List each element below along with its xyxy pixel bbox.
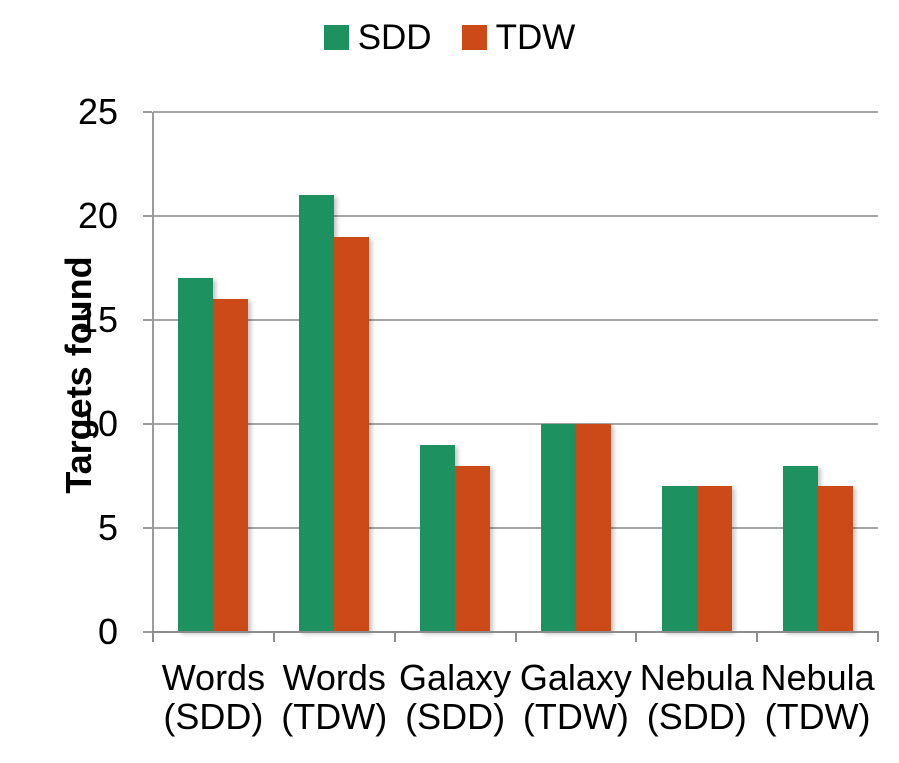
y-axis-tick-label: 20 xyxy=(77,195,118,236)
bar-tdw-3 xyxy=(455,465,491,632)
x-axis-tick xyxy=(877,632,879,642)
legend-swatch-icon xyxy=(323,25,349,50)
y-axis-tick-label: 15 xyxy=(77,299,118,340)
plot-area xyxy=(143,111,879,642)
bar-sdd-6 xyxy=(782,465,818,632)
x-axis-tick xyxy=(393,632,396,642)
bar-sdd-5 xyxy=(661,486,697,632)
y-axis-tick xyxy=(143,527,152,529)
bar-tdw-5 xyxy=(696,486,732,632)
x-axis-tick xyxy=(152,632,154,642)
y-axis-tick xyxy=(143,215,152,217)
y-axis-tick-label: 5 xyxy=(97,507,118,548)
legend-swatch-icon xyxy=(461,25,487,50)
legend-label: TDW xyxy=(495,18,576,57)
y-axis-title: Targets found xyxy=(58,256,99,494)
bar-tdw-2 xyxy=(334,236,370,632)
y-axis-tick-label: 0 xyxy=(97,611,118,652)
y-axis-tick xyxy=(143,319,152,321)
y-axis-tick-label: 10 xyxy=(77,403,118,444)
gridline xyxy=(153,319,878,321)
legend-item-tdw: TDW xyxy=(461,18,576,57)
bar-tdw-1 xyxy=(213,299,249,632)
x-axis-tick xyxy=(272,632,275,642)
x-axis-category-label: Galaxy (SDD) xyxy=(399,657,512,737)
x-axis-tick xyxy=(635,632,638,642)
y-axis-line xyxy=(152,112,154,634)
bar-tdw-6 xyxy=(817,486,853,632)
gridline xyxy=(153,111,878,113)
legend: SDD TDW xyxy=(0,20,899,55)
x-axis-category-label: Nebula (TDW) xyxy=(760,657,875,737)
bar-sdd-1 xyxy=(178,278,214,632)
gridline xyxy=(153,215,878,217)
bar-sdd-4 xyxy=(540,424,576,632)
x-axis-tick xyxy=(756,632,759,642)
gridline xyxy=(153,527,878,529)
y-axis-tick xyxy=(143,111,152,113)
x-axis-category-label: Nebula (SDD) xyxy=(639,657,754,737)
x-axis-category-label: Galaxy (TDW) xyxy=(519,657,632,737)
x-axis-category-label: Words (SDD) xyxy=(161,657,266,737)
y-axis-tick xyxy=(143,423,152,425)
x-axis-tick xyxy=(514,632,517,642)
y-axis-tick-label: 25 xyxy=(77,91,118,132)
legend-item-sdd: SDD xyxy=(323,18,432,57)
bar-sdd-2 xyxy=(299,195,335,632)
y-axis-tick xyxy=(143,631,152,633)
gridline xyxy=(153,423,878,425)
bar-tdw-4 xyxy=(575,424,611,632)
bar-sdd-3 xyxy=(420,444,456,632)
legend-label: SDD xyxy=(357,18,432,57)
x-axis-category-label: Words (TDW) xyxy=(281,657,388,737)
